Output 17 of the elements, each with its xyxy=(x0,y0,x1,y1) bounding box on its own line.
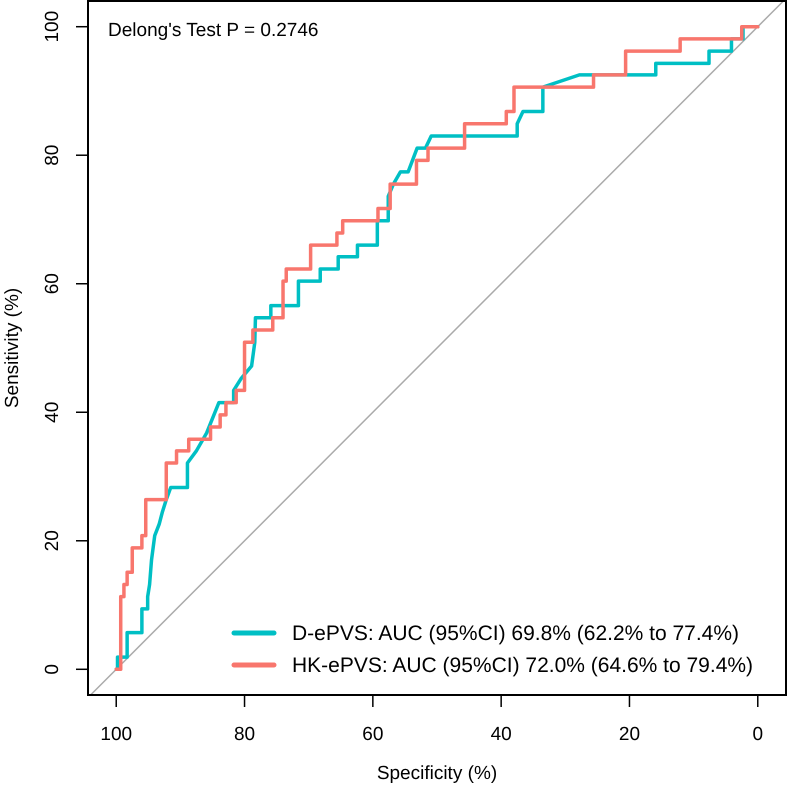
y-tick-label: 0 xyxy=(42,664,63,675)
x-tick-label: 60 xyxy=(362,724,384,745)
x-tick-label: 40 xyxy=(490,724,512,745)
x-axis-title: Specificity (%) xyxy=(376,763,498,784)
legend-label: D-ePVS: AUC (95%CI) 69.8% (62.2% to 77.4%) xyxy=(292,622,740,645)
y-tick-label: 60 xyxy=(42,273,63,294)
y-tick-label: 20 xyxy=(42,530,63,552)
y-axis-title: Sensitivity (%) xyxy=(2,288,23,408)
x-tick-label: 100 xyxy=(100,724,132,745)
x-tick-label: 80 xyxy=(234,724,256,745)
legend-label: HK-ePVS: AUC (95%CI) 72.0% (64.6% to 79.4%) xyxy=(292,654,754,677)
x-tick-label: 20 xyxy=(618,724,640,745)
x-tick-label: 0 xyxy=(752,724,764,745)
y-tick-label: 80 xyxy=(42,144,63,166)
y-tick-label: 100 xyxy=(42,10,63,43)
annotation: Delong's Test P = 0.2746 xyxy=(108,20,318,41)
y-tick-label: 40 xyxy=(42,402,63,423)
